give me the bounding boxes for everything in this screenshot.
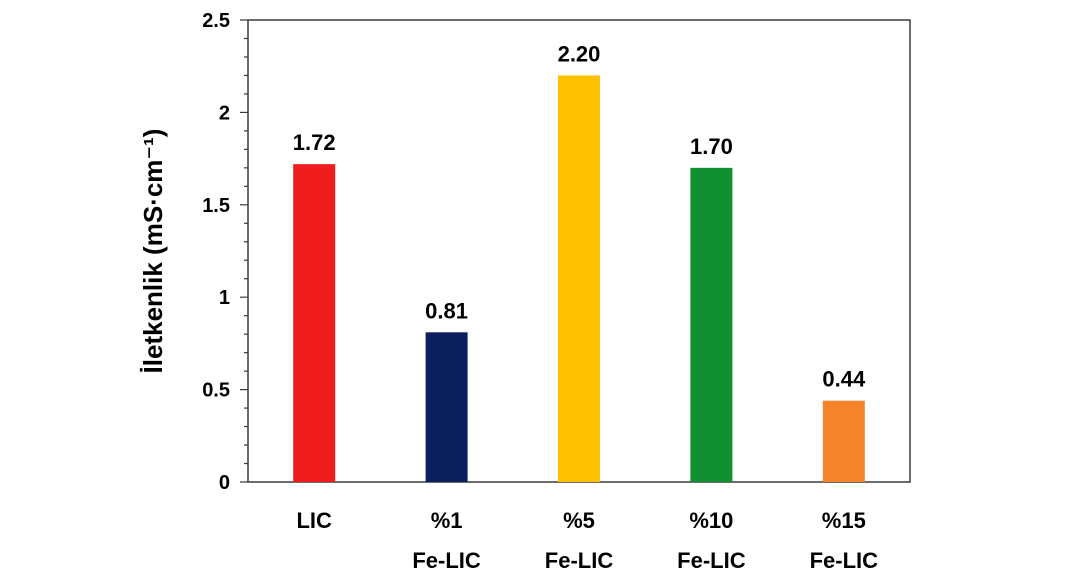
data-label: 0.44 bbox=[822, 367, 866, 392]
bar bbox=[425, 332, 468, 482]
data-label: 0.81 bbox=[425, 298, 468, 323]
x-tick-label: Fe-LIC bbox=[810, 548, 879, 573]
data-label: 1.70 bbox=[690, 134, 733, 159]
y-axis-title: İletkenlik (mS·cm⁻¹) bbox=[138, 129, 168, 374]
bar bbox=[822, 400, 865, 482]
x-tick-label: Fe-LIC bbox=[545, 548, 614, 573]
data-label: 1.72 bbox=[293, 130, 336, 155]
y-tick-label: 1 bbox=[219, 287, 230, 309]
x-tick-label: %1 bbox=[431, 508, 463, 533]
y-tick-label: 2.5 bbox=[202, 10, 230, 32]
bar bbox=[293, 164, 336, 483]
y-tick-label: 1.5 bbox=[202, 195, 230, 217]
x-tick-label: %15 bbox=[822, 508, 866, 533]
x-tick-label: Fe-LIC bbox=[677, 548, 746, 573]
bar bbox=[690, 167, 733, 482]
plot-area: 0 0.5 1 1.5 2 2.5 İletkenlik (mS·cm⁻¹) 1.72 LIC 0… bbox=[138, 10, 911, 573]
y-tick-label: 2 bbox=[219, 102, 230, 124]
x-tick-label: LIC bbox=[296, 508, 332, 533]
data-label: 2.20 bbox=[558, 41, 601, 66]
y-tick-label: 0 bbox=[219, 472, 230, 494]
x-tick-label: Fe-LIC bbox=[412, 548, 481, 573]
y-tick-label: 0.5 bbox=[202, 380, 230, 402]
bar bbox=[558, 75, 600, 482]
x-tick-label: %5 bbox=[563, 508, 595, 533]
x-tick-label: %10 bbox=[689, 508, 733, 533]
